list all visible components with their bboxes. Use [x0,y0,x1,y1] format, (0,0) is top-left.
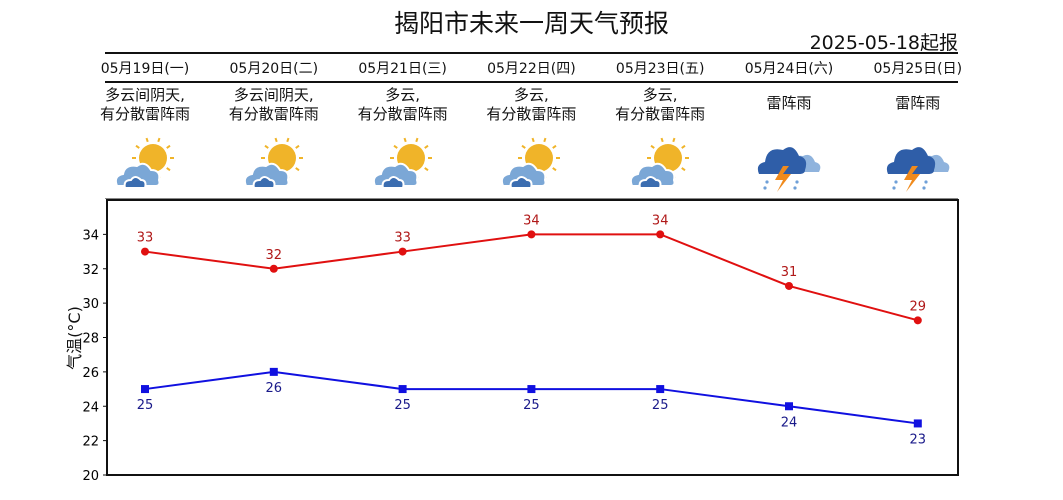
issue-date: 2025-05-18起报 [809,32,958,54]
description-line-1: 多云, [642,86,678,104]
description-line-1: 多云间阴天, [105,86,185,104]
high-temp-label: 29 [910,299,927,314]
high-temp-point [656,230,665,239]
high-temp-label: 33 [394,231,411,246]
high-temp-label: 34 [523,213,540,228]
low-temp-point [269,367,278,376]
low-temp-label: 25 [394,398,411,413]
low-temp-label: 24 [781,415,798,430]
low-temp-point [913,419,922,428]
high-temp-point [527,230,536,239]
high-temp-label: 31 [781,265,798,280]
description-line-2: 有分散雷阵雨 [228,105,319,123]
high-temp-line [144,233,919,322]
divider-icons [105,198,958,199]
high-temp-label: 33 [137,231,154,246]
low-temp-label: 25 [137,398,154,413]
low-temp-point [141,385,149,394]
high-temp-point [269,264,278,273]
day-description: 多云间阴天, 有分散雷阵雨 [81,86,209,124]
y-tick-label: 30 [82,297,99,312]
day-date: 05月22日(四) [487,61,576,77]
y-tick-label: 22 [82,435,99,450]
y-tick-label: 32 [82,263,99,278]
description-line-1: 多云间阴天, [233,86,314,104]
high-temp-point [141,247,149,256]
low-temp-label: 25 [523,398,540,413]
low-temp-point [398,385,407,394]
day-description: 雷阵雨 [725,94,853,113]
thunderstorm-icon [725,136,853,192]
low-temp-label: 26 [266,381,283,396]
day-date: 05月19日(一) [100,61,190,77]
partly-cloudy-sun-icon [596,136,724,192]
divider-top [105,52,958,54]
description-line-1: 多云, [514,86,549,104]
y-tick-label: 28 [82,332,99,347]
plot-frame [106,199,959,476]
description-line-2: 有分散雷阵雨 [615,105,706,123]
day-date: 05月25日(日) [873,61,963,77]
description-line-2: 有分散雷阵雨 [357,105,448,123]
low-temp-point [527,385,536,394]
partly-cloudy-sun-icon [210,136,338,192]
day-description: 多云, 有分散雷阵雨 [467,86,595,124]
low-temp-label: 25 [652,398,669,413]
y-tick-label: 26 [82,366,99,381]
low-temp-label: 23 [910,432,927,447]
description-line-1: 多云, [385,86,420,104]
description-line-1: 雷阵雨 [766,94,812,112]
day-description: 多云, 有分散雷阵雨 [596,86,724,124]
y-tick-label: 24 [82,400,99,415]
thunderstorm-icon [854,136,982,192]
low-temp-point [785,402,793,411]
partly-cloudy-sun-icon [467,136,595,192]
y-tick-label: 20 [82,469,99,484]
day-date: 05月21日(三) [358,61,447,77]
y-tick-label: 34 [82,228,99,243]
description-line-2: 有分散雷阵雨 [486,105,577,123]
description-line-2: 有分散雷阵雨 [99,105,190,123]
page-title: 揭阳市未来一周天气预报 [393,9,669,38]
low-temp-point [656,385,665,394]
partly-cloudy-sun-icon [81,136,209,192]
day-description: 雷阵雨 [854,94,982,113]
day-date: 05月20日(二) [229,61,319,77]
description-line-1: 雷阵雨 [895,94,941,112]
high-temp-point [785,281,793,290]
day-date: 05月24日(六) [744,61,834,77]
high-temp-label: 34 [652,213,669,228]
high-temp-point [913,316,922,325]
partly-cloudy-sun-icon [339,136,467,192]
day-description: 多云间阴天, 有分散雷阵雨 [210,86,338,124]
day-date: 05月23日(五) [615,61,705,77]
day-description: 多云, 有分散雷阵雨 [339,86,467,124]
high-temp-point [398,247,407,256]
high-temp-label: 32 [266,248,283,263]
divider-dates [105,81,958,83]
y-axis-label: 气温(°C) [65,306,84,370]
